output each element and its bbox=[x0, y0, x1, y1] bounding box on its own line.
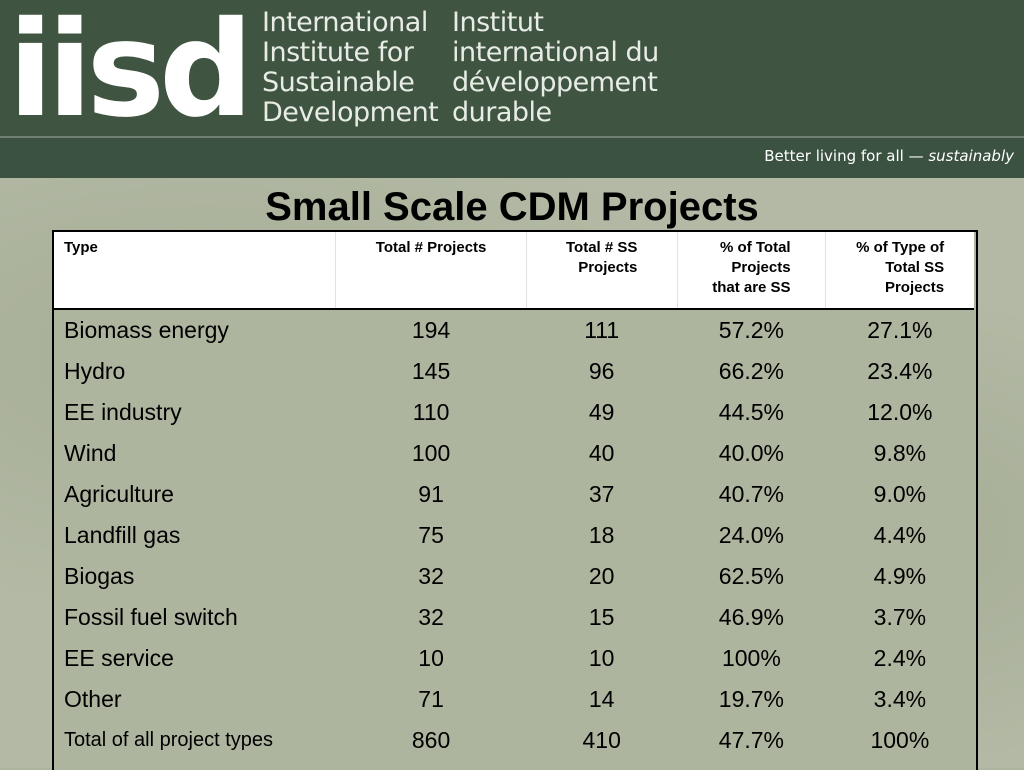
table-row: Landfill gas 75 18 24.0% 4.4% bbox=[54, 515, 974, 556]
value-cell: 49 bbox=[588, 399, 615, 425]
column-header-label: % of Total Projects that are SS bbox=[712, 239, 791, 296]
value-cell: 18 bbox=[588, 522, 615, 548]
slide-title: Small Scale CDM Projects bbox=[265, 185, 759, 229]
value-cell: 15 bbox=[588, 604, 615, 630]
value-cell: 44.5% bbox=[718, 399, 784, 425]
iisd-logo: iisd bbox=[8, 0, 254, 147]
column-header-label: % of Type of Total SS Projects bbox=[856, 239, 945, 296]
value-cell: 91 bbox=[418, 481, 444, 507]
value-cell: 100% bbox=[721, 645, 781, 671]
table-row: Biomass energy 194 111 57.2% 27.1% bbox=[54, 309, 974, 351]
column-header-pct-type-ss: % of Type of Total SS Projects bbox=[825, 232, 974, 309]
table-row: Other 71 14 19.7% 3.4% bbox=[54, 679, 974, 720]
tagline: Better living for all — sustainably bbox=[764, 146, 1014, 166]
value-cell: 110 bbox=[412, 399, 450, 425]
table-total-row: Total of all project types 860 410 47.7% 100… bbox=[54, 720, 974, 761]
table-row: Agriculture 91 37 40.7% 9.0% bbox=[54, 474, 974, 515]
org-name-english: International Institute for Sustainable … bbox=[262, 7, 439, 128]
org-name-fr-line: Institut bbox=[452, 7, 544, 38]
value-cell: 20 bbox=[588, 563, 615, 589]
column-header-pct-total-ss: % of Total Projects that are SS bbox=[677, 232, 827, 309]
column-header-total-projects: Total # Projects bbox=[335, 232, 527, 309]
project-type-cell: Hydro bbox=[64, 358, 126, 384]
value-cell: 3.4% bbox=[873, 686, 927, 712]
project-type-cell: Landfill gas bbox=[64, 522, 181, 548]
value-cell: 3.7% bbox=[873, 604, 927, 630]
value-cell: 66.2% bbox=[718, 358, 784, 384]
tagline-band bbox=[0, 138, 1024, 178]
project-type-cell: Biogas bbox=[64, 563, 135, 589]
header-banner bbox=[0, 0, 1024, 136]
value-cell: 27.1% bbox=[867, 317, 933, 343]
org-name-en-line: Sustainable bbox=[262, 67, 415, 98]
project-type-cell: Agriculture bbox=[64, 481, 174, 507]
value-cell: 62.5% bbox=[718, 563, 784, 589]
project-type-cell: Other bbox=[64, 686, 122, 712]
value-cell: 57.2% bbox=[718, 317, 784, 343]
value-cell: 4.4% bbox=[873, 522, 927, 548]
org-name-en-line: International bbox=[262, 7, 428, 38]
org-name-french: Institut international du développement … bbox=[452, 8, 659, 128]
column-header-label: Total # Projects bbox=[375, 239, 487, 256]
value-cell: 145 bbox=[411, 358, 451, 384]
value-cell: 40 bbox=[588, 440, 615, 466]
org-name-fr-line: international du bbox=[452, 37, 659, 68]
table-row: EE industry 110 49 44.5% 12.0% bbox=[54, 392, 974, 433]
value-cell: 19.7% bbox=[718, 686, 784, 712]
value-cell: 32 bbox=[418, 563, 444, 589]
value-cell: 860 bbox=[411, 727, 451, 753]
tagline-prefix: Better living for all — bbox=[764, 147, 929, 165]
value-cell: 71 bbox=[418, 686, 444, 712]
table-body: Biomass energy 194 111 57.2% 27.1% Hydro 145 96… bbox=[54, 309, 974, 761]
value-cell: 194 bbox=[411, 317, 451, 343]
value-cell: 111 bbox=[584, 317, 620, 343]
table-row: Wind 100 40 40.0% 9.8% bbox=[54, 433, 974, 474]
value-cell: 23.4% bbox=[867, 358, 933, 384]
header-divider bbox=[0, 136, 1024, 138]
value-cell: 410 bbox=[582, 727, 621, 753]
org-name-en-line: Development bbox=[262, 97, 439, 128]
total-label-cell: Total of all project types bbox=[64, 729, 273, 751]
value-cell: 32 bbox=[418, 604, 444, 630]
project-type-cell: Wind bbox=[64, 440, 117, 466]
tagline-emphasis: sustainably bbox=[928, 147, 1014, 165]
column-header-label: Type bbox=[64, 239, 98, 256]
value-cell: 75 bbox=[418, 522, 444, 548]
value-cell: 96 bbox=[588, 358, 615, 384]
table-row: Biogas 32 20 62.5% 4.9% bbox=[54, 556, 974, 597]
value-cell: 40.7% bbox=[718, 481, 784, 507]
cdm-projects-table: Type Total # Projects Total # SS Project… bbox=[52, 230, 978, 770]
value-cell: 46.9% bbox=[718, 604, 784, 630]
project-type-cell: EE industry bbox=[64, 399, 182, 425]
value-cell: 2.4% bbox=[873, 645, 927, 671]
value-cell: 100% bbox=[870, 727, 930, 753]
value-cell: 9.8% bbox=[873, 440, 927, 466]
value-cell: 100 bbox=[411, 440, 451, 466]
data-table: Type Total # Projects Total # SS Project… bbox=[54, 232, 974, 761]
value-cell: 12.0% bbox=[867, 399, 933, 425]
value-cell: 24.0% bbox=[718, 522, 784, 548]
column-header-label: Total # SS Projects bbox=[565, 239, 638, 276]
value-cell: 14 bbox=[588, 686, 615, 712]
project-type-cell: EE service bbox=[64, 645, 174, 671]
value-cell: 37 bbox=[588, 481, 615, 507]
value-cell: 47.7% bbox=[718, 727, 784, 753]
project-type-cell: Biomass energy bbox=[64, 317, 229, 343]
value-cell: 10 bbox=[588, 645, 615, 671]
project-type-cell: Fossil fuel switch bbox=[64, 604, 238, 630]
value-cell: 9.0% bbox=[873, 481, 927, 507]
column-header-total-ss-projects: Total # SS Projects bbox=[526, 232, 678, 309]
table-row: EE service 10 10 100% 2.4% bbox=[54, 638, 974, 679]
table-header-row: Type Total # Projects Total # SS Project… bbox=[54, 232, 974, 309]
table-row: Hydro 145 96 66.2% 23.4% bbox=[54, 351, 974, 392]
org-name-fr-line: développement bbox=[452, 67, 658, 98]
column-header-type: Type bbox=[54, 232, 337, 309]
table-row: Fossil fuel switch 32 15 46.9% 3.7% bbox=[54, 597, 974, 638]
value-cell: 4.9% bbox=[873, 563, 927, 589]
org-name-fr-line: durable bbox=[452, 97, 552, 128]
org-name-en-line: Institute for bbox=[262, 37, 414, 68]
value-cell: 40.0% bbox=[718, 440, 784, 466]
value-cell: 10 bbox=[418, 645, 444, 671]
